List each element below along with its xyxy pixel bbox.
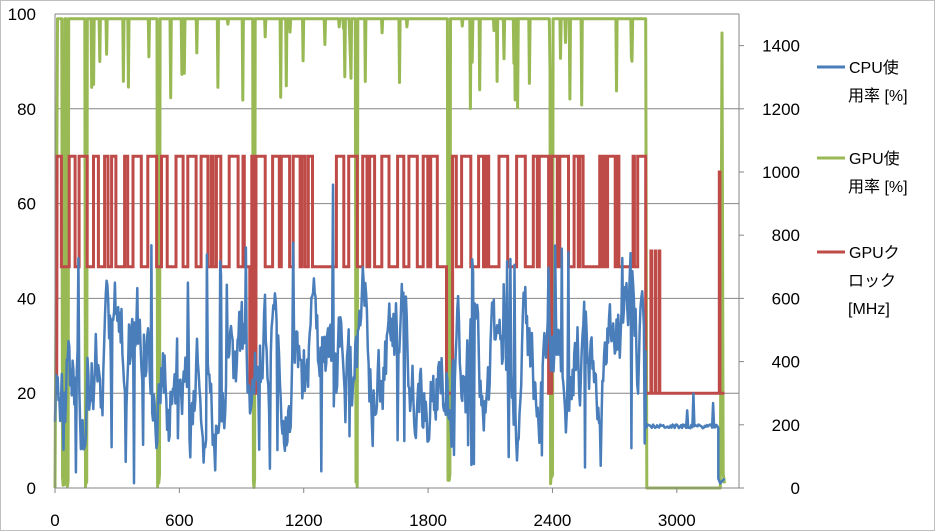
series-lines [53, 17, 726, 490]
x-tick-label: 1200 [285, 511, 323, 530]
y-left-tick-label: 40 [17, 289, 36, 308]
y-left-tick-label: 60 [17, 195, 36, 214]
y-right-tick-label: 200 [772, 416, 800, 435]
y-right-tick-label: 1200 [762, 100, 800, 119]
series-cpu-usage-line [53, 183, 726, 485]
y-right-tick-label: 400 [772, 353, 800, 372]
y-right-tick-label: 1400 [762, 37, 800, 56]
y-right-tick-label: 1000 [762, 163, 800, 182]
y-left-tick-label: 80 [17, 100, 36, 119]
y-left-tick-label: 0 [27, 479, 36, 498]
x-tick-label: 600 [165, 511, 193, 530]
legend-label: CPU使 [849, 59, 899, 77]
legend-label: GPUク [849, 244, 900, 262]
y-right-tick-label: 800 [772, 226, 800, 245]
legend-label: 用率 [%] [848, 178, 908, 196]
y-left-tick-label: 100 [8, 5, 36, 24]
legend-label: [MHz] [848, 301, 890, 318]
legend-label: 用率 [%] [848, 87, 908, 105]
y-right-tick-label: 600 [772, 289, 800, 308]
series-gpu-clock-line [55, 154, 725, 395]
legend-label: ロック [848, 272, 896, 290]
x-tick-label: 2400 [534, 511, 572, 530]
y-right-tick-label: 0 [791, 479, 800, 498]
x-tick-label: 3000 [658, 511, 696, 530]
series-gpu-usage-line [53, 17, 726, 490]
x-tick-label: 1800 [409, 511, 447, 530]
y-left-tick-label: 20 [17, 384, 36, 403]
x-tick-label: 0 [50, 511, 59, 530]
legend-label: GPU使 [849, 150, 900, 168]
